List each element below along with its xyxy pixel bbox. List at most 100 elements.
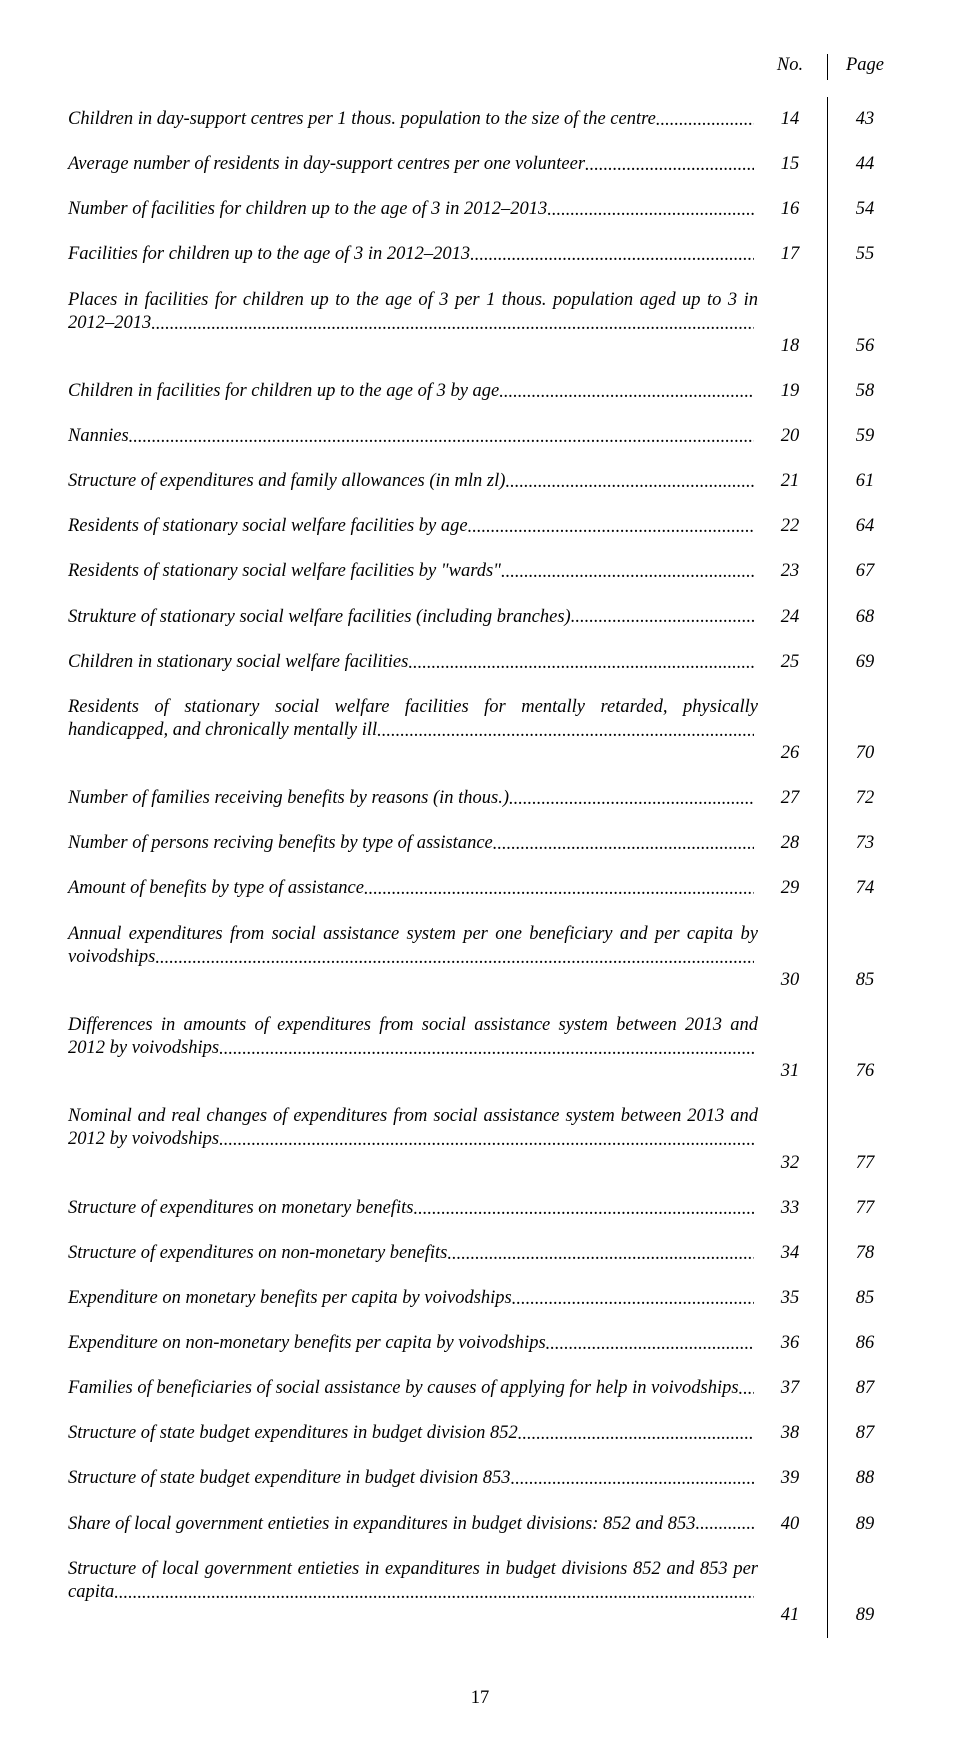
leader-dots: ........................................… (364, 878, 754, 900)
toc-entry-title: Annual expenditures from social assistan… (68, 923, 763, 992)
toc-entry: Residents of stationary social welfare f… (68, 515, 892, 538)
toc-entry-page: 87 (838, 1377, 892, 1400)
leader-dots: ........................................… (468, 516, 754, 538)
leader-dots: ........................................… (547, 199, 754, 221)
toc-entry-text: Expenditure on non-monetary benefits per… (68, 1333, 546, 1353)
column-divider (827, 776, 828, 821)
toc-entry: Facilities for children up to the age of… (68, 243, 892, 266)
toc-entry-no: 41 (763, 1604, 817, 1627)
leader-dots: ........................................… (151, 313, 754, 335)
toc-entry: Children in day-support centres per 1 th… (68, 108, 892, 131)
toc-entry-title: Residents of stationary social welfare f… (68, 515, 763, 538)
toc-entry-page: 54 (838, 198, 892, 221)
column-divider (827, 1321, 828, 1366)
toc-entry-no: 15 (763, 153, 817, 176)
toc-entry: Places in facilities for children up to … (68, 289, 892, 358)
toc-entry: Residents of stationary social welfare f… (68, 696, 892, 765)
toc-entry-text: voivodships (68, 947, 155, 967)
leader-dots: ........................................… (499, 381, 754, 403)
column-divider (827, 1411, 828, 1456)
toc-entry-no: 28 (763, 832, 817, 855)
toc-entry-text-line: Structure of local government entieties … (68, 1558, 763, 1581)
column-divider (827, 549, 828, 594)
toc-entry: Annual expenditures from social assistan… (68, 923, 892, 992)
toc-entry: Nannies.................................… (68, 425, 892, 448)
toc-entry-text: Number of facilities for children up to … (68, 199, 547, 219)
toc-entry-page: 56 (838, 335, 892, 358)
page-number: 17 (471, 1688, 490, 1708)
toc-entry-page: 67 (838, 560, 892, 583)
toc-entry-page: 86 (838, 1332, 892, 1355)
toc-entry-no: 20 (763, 425, 817, 448)
column-divider (827, 278, 828, 369)
toc-entry-text: Facilities for children up to the age of… (68, 244, 470, 264)
toc-entry-text: Structure of expenditures and family all… (68, 471, 505, 491)
toc-entry-no: 31 (763, 1060, 817, 1083)
leader-dots: ........................................… (493, 833, 754, 855)
toc-entry-no: 21 (763, 470, 817, 493)
column-divider (827, 1094, 828, 1185)
toc-entry-title: Facilities for children up to the age of… (68, 243, 763, 266)
toc-entry-page: 55 (838, 243, 892, 266)
leader-dots: ........................................… (585, 154, 754, 176)
toc-entry-title: Expenditure on monetary benefits per cap… (68, 1287, 763, 1310)
toc-entry-page: 44 (838, 153, 892, 176)
leader-dots: ........................................… (546, 1333, 754, 1355)
toc-entry-title: Nannies.................................… (68, 425, 763, 448)
toc-entry-text: Children in facilities for children up t… (68, 381, 499, 401)
toc-entry: Share of local government entieties in e… (68, 1513, 892, 1536)
toc-entry-title: Structure of expenditures on non-monetar… (68, 1242, 763, 1265)
toc-entry-text-line: Nominal and real changes of expenditures… (68, 1105, 763, 1128)
column-divider (827, 1366, 828, 1411)
leader-dots: ........................................… (470, 244, 754, 266)
toc-entry: Number of families receiving benefits by… (68, 787, 892, 810)
column-divider (827, 1502, 828, 1547)
column-divider (827, 821, 828, 866)
column-divider (827, 232, 828, 277)
toc-entry: Average number of residents in day-suppo… (68, 153, 892, 176)
toc-entry-page: 69 (838, 651, 892, 674)
toc-entry-page: 61 (838, 470, 892, 493)
toc-entry-title: Structure of expenditures on monetary be… (68, 1197, 763, 1220)
toc-entry-no: 35 (763, 1287, 817, 1310)
toc-entry-no: 40 (763, 1513, 817, 1536)
toc-entry-no: 39 (763, 1467, 817, 1490)
toc-entry-title: Structure of state budget expenditure in… (68, 1467, 763, 1490)
toc-entry-title: Strukture of stationary social welfare f… (68, 606, 763, 629)
toc-entry-page: 59 (838, 425, 892, 448)
toc-entry-page: 68 (838, 606, 892, 629)
toc-entry-page: 78 (838, 1242, 892, 1265)
toc-header: No. Page (68, 54, 892, 80)
column-divider (827, 685, 828, 776)
toc-entry-text: Structure of state budget expenditure in… (68, 1468, 511, 1488)
leader-dots: ........................................… (447, 1243, 754, 1265)
toc-entry-title: Residents of stationary social welfare f… (68, 696, 763, 765)
page-footer: 17 (68, 1687, 892, 1710)
toc-entry-title: Children in stationary social welfare fa… (68, 651, 763, 674)
table-of-contents: Children in day-support centres per 1 th… (68, 108, 892, 1627)
toc-entry-title: Number of facilities for children up to … (68, 198, 763, 221)
toc-entry-title: Residents of stationary social welfare f… (68, 560, 763, 583)
column-divider (827, 1186, 828, 1231)
toc-entry-no: 34 (763, 1242, 817, 1265)
toc-entry: Strukture of stationary social welfare f… (68, 606, 892, 629)
toc-entry-page: 43 (838, 108, 892, 131)
column-divider (827, 504, 828, 549)
toc-entry-page: 88 (838, 1467, 892, 1490)
toc-entry: Structure of expenditures and family all… (68, 470, 892, 493)
toc-entry-no: 18 (763, 335, 817, 358)
toc-entry: Amount of benefits by type of assistance… (68, 877, 892, 900)
header-page-label: Page (838, 54, 892, 80)
column-divider (827, 369, 828, 414)
column-divider (827, 1231, 828, 1276)
toc-entry-text: Families of beneficiaries of social assi… (68, 1378, 739, 1398)
toc-entry-title: Children in day-support centres per 1 th… (68, 108, 763, 131)
column-divider (827, 1003, 828, 1094)
leader-dots: ........................................… (656, 109, 754, 131)
column-divider (827, 97, 828, 142)
column-divider (827, 640, 828, 685)
toc-entry-page: 76 (838, 1060, 892, 1083)
toc-entry-text: Structure of state budget expenditures i… (68, 1423, 518, 1443)
column-divider (827, 1456, 828, 1501)
leader-dots: ........................................… (114, 1582, 754, 1604)
